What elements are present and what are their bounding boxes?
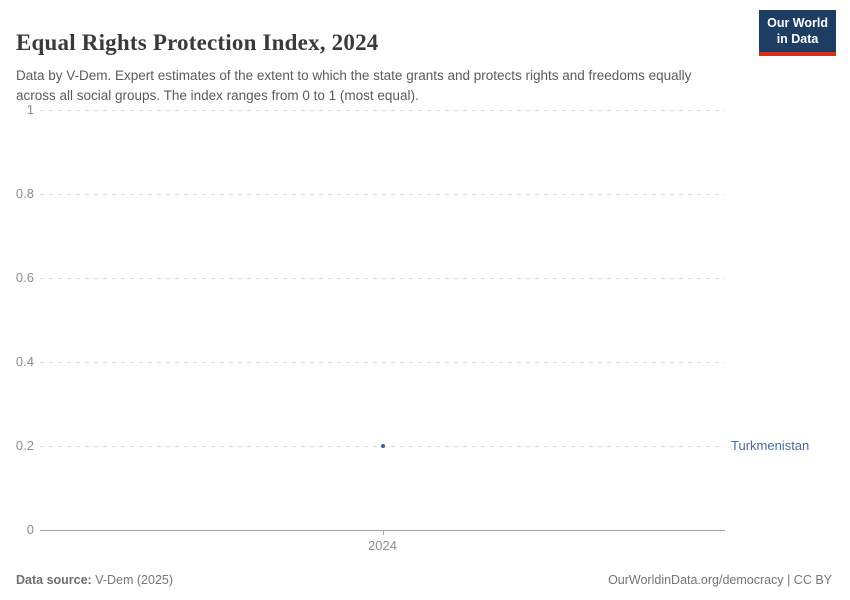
gridline-y-0.8 xyxy=(40,194,725,195)
data-source-value: V-Dem (2025) xyxy=(91,573,174,587)
y-axis-tick-label: 1 xyxy=(26,102,34,117)
gridline-y-0.6 xyxy=(40,278,725,279)
y-axis-tick-label: 0.8 xyxy=(15,186,34,201)
y-axis-tick-label: 0.4 xyxy=(15,354,34,369)
y-axis-tick-label: 0.6 xyxy=(15,270,34,285)
attribution-note[interactable]: OurWorldinData.org/democracy | CC BY xyxy=(608,573,832,587)
chart-footer: Data source: V-Dem (2025) OurWorldinData… xyxy=(16,573,832,587)
entity-label-turkmenistan[interactable]: Turkmenistan xyxy=(731,438,810,453)
data-source-label: Data source: xyxy=(16,573,92,587)
y-axis-tick-label: 0.2 xyxy=(15,438,34,453)
gridline-y-1 xyxy=(40,110,725,111)
gridline-y-0.4 xyxy=(40,362,725,363)
owid-logo-line2: in Data xyxy=(776,32,819,47)
page-title: Equal Rights Protection Index, 2024 xyxy=(16,30,379,56)
x-axis-tick xyxy=(382,530,384,535)
y-axis-tick-label: 0 xyxy=(26,522,34,537)
owid-logo: Our World in Data xyxy=(759,10,836,56)
data-point-turkmenistan[interactable] xyxy=(380,444,385,448)
chart-subtitle: Data by V-Dem. Expert estimates of the e… xyxy=(16,67,692,103)
x-axis-tick-label: 2024 xyxy=(368,538,397,553)
owid-logo-line1: Our World xyxy=(767,16,828,30)
data-source-note: Data source: V-Dem (2025) xyxy=(16,573,173,587)
